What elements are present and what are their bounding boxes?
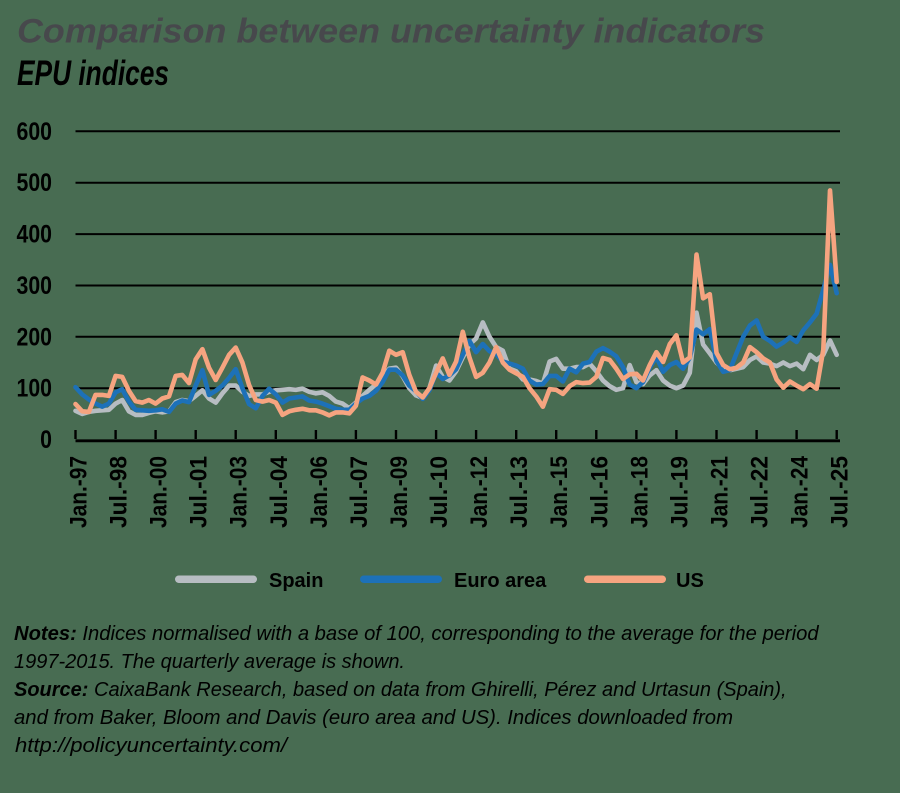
svg-text:Jul.-25: Jul.-25 xyxy=(827,456,854,528)
svg-text:0: 0 xyxy=(40,425,52,453)
svg-text:1997-2015. The quarterly avera: 1997-2015. The quarterly average is show… xyxy=(14,651,405,673)
svg-text:Comparison between uncertainty: Comparison between uncertainty indicator… xyxy=(17,13,765,51)
svg-text:300: 300 xyxy=(17,271,52,299)
svg-text:Jan.-06: Jan.-06 xyxy=(306,456,333,528)
svg-text:Jan.-03: Jan.-03 xyxy=(226,456,253,528)
svg-text:Jul.-01: Jul.-01 xyxy=(186,456,213,528)
svg-text:Jul.-19: Jul.-19 xyxy=(666,456,693,528)
svg-text:US: US xyxy=(676,570,704,592)
svg-text:Source: CaixaBank Research, ba: Source: CaixaBank Research, based on dat… xyxy=(14,679,787,701)
svg-text:500: 500 xyxy=(17,169,52,197)
svg-text:100: 100 xyxy=(17,374,52,402)
svg-text:Jul.-13: Jul.-13 xyxy=(506,456,533,528)
svg-text:200: 200 xyxy=(17,323,52,351)
svg-text:http://policyuncertainty.com/: http://policyuncertainty.com/ xyxy=(15,735,290,757)
svg-text:Jan.-00: Jan.-00 xyxy=(146,456,173,528)
svg-text:Jan.-21: Jan.-21 xyxy=(707,456,734,528)
svg-text:Jan.-12: Jan.-12 xyxy=(466,456,493,528)
svg-text:Jul.-10: Jul.-10 xyxy=(426,456,453,528)
svg-text:Jan.-97: Jan.-97 xyxy=(66,456,93,528)
svg-text:Jul.-04: Jul.-04 xyxy=(266,455,293,528)
svg-text:Jul.-22: Jul.-22 xyxy=(747,456,774,528)
svg-text:EPU indices: EPU indices xyxy=(17,54,169,93)
svg-text:Jul.-98: Jul.-98 xyxy=(106,456,133,528)
svg-text:Jan.-09: Jan.-09 xyxy=(386,456,413,528)
svg-text:600: 600 xyxy=(17,117,52,145)
svg-text:Jul.-16: Jul.-16 xyxy=(586,456,613,528)
svg-text:Jan.-18: Jan.-18 xyxy=(626,456,653,528)
svg-text:Notes: Indices normalised with: Notes: Indices normalised with a base of… xyxy=(14,623,819,645)
svg-text:and from Baker, Bloom and Davi: and from Baker, Bloom and Davis (euro ar… xyxy=(14,707,733,729)
svg-text:Jul.-07: Jul.-07 xyxy=(346,456,373,528)
svg-text:Spain: Spain xyxy=(269,570,323,592)
svg-text:400: 400 xyxy=(17,220,52,248)
svg-text:Euro area: Euro area xyxy=(454,570,547,592)
svg-text:Jan.-24: Jan.-24 xyxy=(787,455,814,528)
svg-text:Jan.-15: Jan.-15 xyxy=(546,456,573,528)
